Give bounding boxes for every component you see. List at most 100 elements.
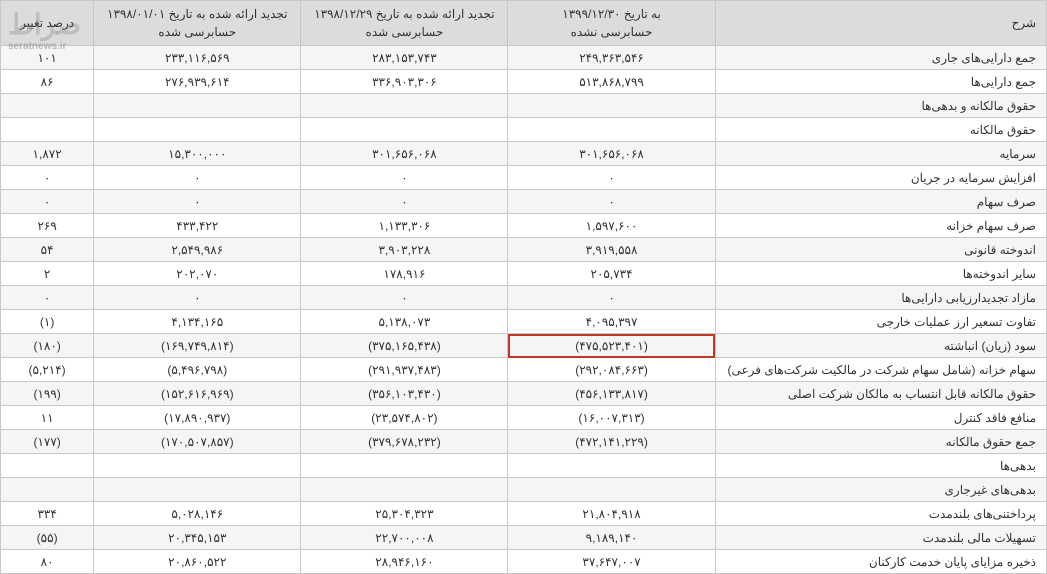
cell-desc: سایر اندوخته‌ها xyxy=(715,262,1046,286)
cell-value-1 xyxy=(508,478,715,502)
header-col1-line2: حسابرسی نشده xyxy=(571,25,653,39)
cell-value-2 xyxy=(301,118,508,142)
cell-value-1: ۲۴۹,۳۶۳,۵۴۶ xyxy=(508,46,715,70)
cell-pct: ۱۱ xyxy=(1,406,94,430)
header-col3-line2: حسابرسی شده xyxy=(158,25,236,39)
cell-value-2: ۳۳۶,۹۰۳,۳۰۶ xyxy=(301,70,508,94)
cell-value-3: ۴۳۳,۴۲۲ xyxy=(94,214,301,238)
cell-value-1: ۰ xyxy=(508,166,715,190)
cell-pct xyxy=(1,94,94,118)
cell-value-3: ۲۳۳,۱۱۶,۵۶۹ xyxy=(94,46,301,70)
header-col2-line2: حسابرسی شده xyxy=(366,25,444,39)
cell-value-2: (۳۵۶,۱۰۳,۴۳۰) xyxy=(301,382,508,406)
cell-value-3: ۲,۵۴۹,۹۸۶ xyxy=(94,238,301,262)
cell-value-1: (۴۷۲,۱۴۱,۲۲۹) xyxy=(508,430,715,454)
header-desc-label: شرح xyxy=(1012,16,1036,30)
cell-value-1: ۴,۰۹۵,۳۹۷ xyxy=(508,310,715,334)
cell-value-3 xyxy=(94,94,301,118)
cell-value-2: ۲۲,۷۰۰,۰۰۸ xyxy=(301,526,508,550)
cell-desc: منافع فاقد کنترل xyxy=(715,406,1046,430)
table-body: جمع دارایی‌های جاری۲۴۹,۳۶۳,۵۴۶۲۸۳,۱۵۳,۷۴… xyxy=(1,46,1047,574)
cell-desc: صرف سهام خزانه xyxy=(715,214,1046,238)
cell-value-2: ۲۸۳,۱۵۳,۷۴۳ xyxy=(301,46,508,70)
cell-value-3: ۴,۱۳۴,۱۶۵ xyxy=(94,310,301,334)
cell-pct: ۰ xyxy=(1,190,94,214)
cell-value-3: (۱۷۰,۵۰۷,۸۵۷) xyxy=(94,430,301,454)
cell-pct: ۵۴ xyxy=(1,238,94,262)
cell-value-1: (۱۶,۰۰۷,۳۱۳) xyxy=(508,406,715,430)
table-row: حقوق مالکانه قابل انتساب به مالکان شرکت … xyxy=(1,382,1047,406)
cell-value-3: ۵,۰۲۸,۱۴۶ xyxy=(94,502,301,526)
cell-pct xyxy=(1,118,94,142)
cell-value-1 xyxy=(508,94,715,118)
header-col2: تجدید ارائه شده به تاریخ ۱۳۹۸/۱۲/۲۹ حساب… xyxy=(301,1,508,46)
cell-value-2: (۳۷۹,۶۷۸,۲۳۲) xyxy=(301,430,508,454)
cell-value-1: ۵۱۳,۸۶۸,۷۹۹ xyxy=(508,70,715,94)
cell-desc: ذخیره مزایای پایان خدمت کارکنان xyxy=(715,550,1046,574)
cell-desc: صرف سهام xyxy=(715,190,1046,214)
cell-pct: ۰ xyxy=(1,166,94,190)
cell-value-3 xyxy=(94,478,301,502)
cell-value-1: ۳۰۱,۶۵۶,۰۶۸ xyxy=(508,142,715,166)
cell-pct xyxy=(1,478,94,502)
cell-value-3 xyxy=(94,118,301,142)
table-row: حقوق مالکانه xyxy=(1,118,1047,142)
table-row: منافع فاقد کنترل(۱۶,۰۰۷,۳۱۳)(۲۳,۵۷۴,۸۰۲)… xyxy=(1,406,1047,430)
header-col2-line1: تجدید ارائه شده به تاریخ ۱۳۹۸/۱۲/۲۹ xyxy=(314,7,494,21)
cell-pct: (۱۷۷) xyxy=(1,430,94,454)
cell-pct: ۱,۸۷۲ xyxy=(1,142,94,166)
header-col1: به تاریخ ۱۳۹۹/۱۲/۳۰ حسابرسی نشده xyxy=(508,1,715,46)
cell-value-3: ۰ xyxy=(94,190,301,214)
cell-value-2: ۲۵,۳۰۴,۳۲۳ xyxy=(301,502,508,526)
table-row: تسهیلات مالی بلندمدت۹,۱۸۹,۱۴۰۲۲,۷۰۰,۰۰۸۲… xyxy=(1,526,1047,550)
cell-value-3: ۰ xyxy=(94,166,301,190)
cell-value-2 xyxy=(301,478,508,502)
cell-value-1 xyxy=(508,454,715,478)
cell-pct: ۱۰۱ xyxy=(1,46,94,70)
cell-desc: جمع حقوق مالکانه xyxy=(715,430,1046,454)
cell-value-1: (۴۷۵,۵۲۳,۴۰۱) xyxy=(508,334,715,358)
cell-value-2: (۲۹۱,۹۳۷,۴۸۳) xyxy=(301,358,508,382)
cell-value-1: ۹,۱۸۹,۱۴۰ xyxy=(508,526,715,550)
cell-pct: ۲ xyxy=(1,262,94,286)
cell-desc: سود (زیان) انباشته xyxy=(715,334,1046,358)
cell-value-3: ۲۰,۸۶۰,۵۲۲ xyxy=(94,550,301,574)
cell-value-3 xyxy=(94,454,301,478)
cell-desc: تسهیلات مالی بلندمدت xyxy=(715,526,1046,550)
cell-desc: جمع دارایی‌ها xyxy=(715,70,1046,94)
table-row: جمع دارایی‌ها۵۱۳,۸۶۸,۷۹۹۳۳۶,۹۰۳,۳۰۶۲۷۶,۹… xyxy=(1,70,1047,94)
cell-value-2: (۲۳,۵۷۴,۸۰۲) xyxy=(301,406,508,430)
cell-pct: ۰ xyxy=(1,286,94,310)
cell-value-2: ۱,۱۳۳,۳۰۶ xyxy=(301,214,508,238)
table-row: صرف سهام۰۰۰۰ xyxy=(1,190,1047,214)
cell-desc: پرداختنی‌های بلندمدت xyxy=(715,502,1046,526)
cell-value-3: (۵,۴۹۶,۷۹۸) xyxy=(94,358,301,382)
table-row: جمع حقوق مالکانه(۴۷۲,۱۴۱,۲۲۹)(۳۷۹,۶۷۸,۲۳… xyxy=(1,430,1047,454)
table-row: مازاد تجدیدارزیابی دارایی‌ها۰۰۰۰ xyxy=(1,286,1047,310)
cell-desc: اندوخته قانونی xyxy=(715,238,1046,262)
cell-desc: بدهی‌ها xyxy=(715,454,1046,478)
cell-value-3: ۱۵,۳۰۰,۰۰۰ xyxy=(94,142,301,166)
cell-value-3: (۱۵۲,۶۱۶,۹۶۹) xyxy=(94,382,301,406)
cell-value-3: ۲۰,۳۴۵,۱۵۳ xyxy=(94,526,301,550)
cell-value-1: ۲۱,۸۰۴,۹۱۸ xyxy=(508,502,715,526)
header-col1-line1: به تاریخ ۱۳۹۹/۱۲/۳۰ xyxy=(562,7,661,21)
cell-desc: سرمایه xyxy=(715,142,1046,166)
cell-pct: (۱۹۹) xyxy=(1,382,94,406)
header-pct: درصد تغییر xyxy=(1,1,94,46)
header-col3-line1: تجدید ارائه شده به تاریخ ۱۳۹۸/۰۱/۰۱ xyxy=(107,7,287,21)
table-row: پرداختنی‌های بلندمدت۲۱,۸۰۴,۹۱۸۲۵,۳۰۴,۳۲۳… xyxy=(1,502,1047,526)
cell-value-2 xyxy=(301,454,508,478)
table-row: سهام خزانه (شامل سهام شرکت در مالکیت شرک… xyxy=(1,358,1047,382)
table-header-row: شرح به تاریخ ۱۳۹۹/۱۲/۳۰ حسابرسی نشده تجد… xyxy=(1,1,1047,46)
cell-desc: مازاد تجدیدارزیابی دارایی‌ها xyxy=(715,286,1046,310)
cell-value-2: ۳,۹۰۳,۲۲۸ xyxy=(301,238,508,262)
table-row: سایر اندوخته‌ها۲۰۵,۷۳۴۱۷۸,۹۱۶۲۰۲,۰۷۰۲ xyxy=(1,262,1047,286)
cell-desc: سهام خزانه (شامل سهام شرکت در مالکیت شرک… xyxy=(715,358,1046,382)
cell-desc: بدهی‌های غیرجاری xyxy=(715,478,1046,502)
cell-value-3: (۱۷,۸۹۰,۹۳۷) xyxy=(94,406,301,430)
cell-value-3: (۱۶۹,۷۴۹,۸۱۴) xyxy=(94,334,301,358)
cell-value-2 xyxy=(301,94,508,118)
header-pct-label: درصد تغییر xyxy=(20,16,74,30)
cell-value-1: ۳۷,۶۴۷,۰۰۷ xyxy=(508,550,715,574)
